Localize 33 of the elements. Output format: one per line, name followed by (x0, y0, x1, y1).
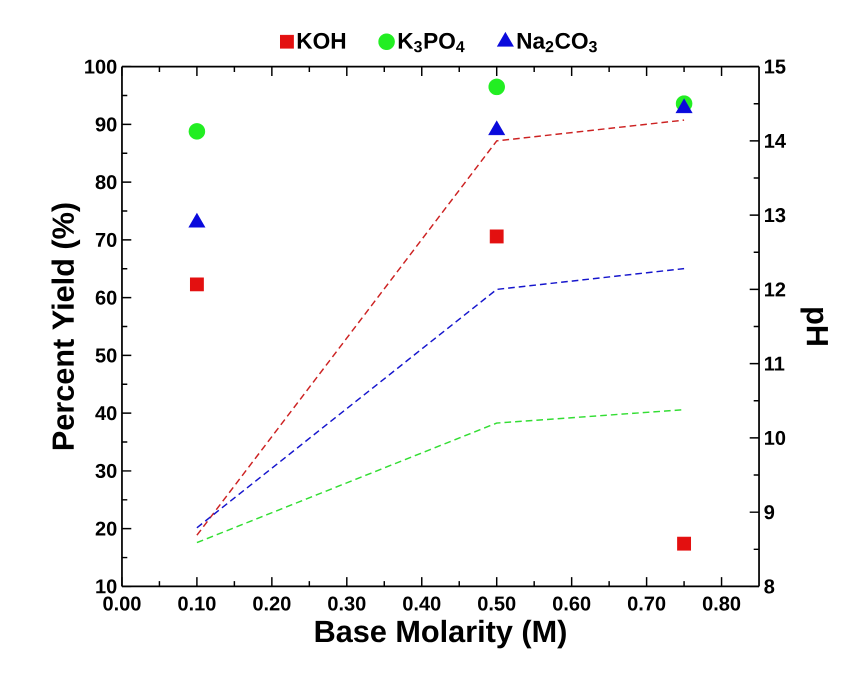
y2-tick-label: 14 (764, 134, 786, 148)
y2-tick-label: 11 (764, 356, 784, 370)
y2-tick-label: 13 (764, 208, 786, 222)
y2-tick-label: 15 (764, 59, 786, 74)
x-tick-label: 0.80 (702, 596, 740, 610)
x-tick-label: 0.70 (628, 596, 666, 610)
y-tick-label: 70 (96, 232, 116, 247)
x-tick-label: 0.50 (478, 596, 516, 610)
x-tick-label: 0.20 (253, 596, 290, 610)
y2-tick-label: 8 (764, 579, 774, 594)
y-axis-title: Percent Yield (%) (51, 203, 80, 449)
y-tick-label: 10 (96, 579, 116, 594)
x-tick-label: 0.00 (103, 596, 141, 610)
y-tick-label: 100 (85, 59, 116, 74)
x-tick-label: 0.60 (552, 596, 590, 610)
y-tick-label: 90 (96, 117, 116, 132)
legend-label: KOH (298, 32, 346, 49)
legend-label: K$_{3}$PO$_{4}$ (398, 32, 465, 52)
y2-axis-title: pH (800, 308, 828, 345)
y-tick-label: 30 (95, 464, 116, 478)
y-tick-label: 50 (96, 348, 116, 362)
y2-tick-label: 9 (764, 504, 774, 520)
y-tick-label: 80 (96, 174, 116, 190)
y2-tick-label: 12 (764, 282, 786, 296)
x-tick-label: 0.40 (403, 596, 440, 610)
y-tick-label: 20 (96, 521, 116, 536)
y-tick-label: 60 (96, 290, 116, 305)
x-tick-label: 0.30 (328, 596, 366, 610)
x-tick-label: 0.10 (178, 596, 216, 610)
y2-tick-label: 10 (764, 430, 786, 445)
y-tick-label: 40 (95, 406, 116, 420)
legend-label: Na$_{2}$CO$_{3}$ (518, 32, 597, 52)
x-axis-title: Base Molarity (M) (316, 620, 566, 648)
